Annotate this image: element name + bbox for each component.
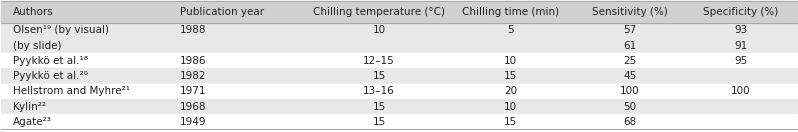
Text: (by slide): (by slide) bbox=[13, 41, 61, 51]
Bar bbox=[2, 23, 796, 38]
Text: Chilling time (min): Chilling time (min) bbox=[462, 7, 559, 17]
Text: Sensitivity (%): Sensitivity (%) bbox=[592, 7, 667, 17]
Text: 1988: 1988 bbox=[180, 25, 206, 35]
Text: 10: 10 bbox=[504, 102, 517, 112]
Text: 15: 15 bbox=[504, 71, 517, 81]
Text: 13–16: 13–16 bbox=[363, 86, 395, 96]
Bar bbox=[2, 99, 796, 114]
Text: 1949: 1949 bbox=[180, 117, 206, 127]
Text: 1982: 1982 bbox=[180, 71, 206, 81]
Text: 10: 10 bbox=[373, 25, 385, 35]
Text: 5: 5 bbox=[507, 25, 514, 35]
Text: 57: 57 bbox=[623, 25, 636, 35]
Text: 45: 45 bbox=[623, 71, 636, 81]
Text: 61: 61 bbox=[623, 41, 636, 51]
Text: Hellstrom and Myhre²¹: Hellstrom and Myhre²¹ bbox=[13, 86, 129, 96]
Text: 12–15: 12–15 bbox=[363, 56, 395, 66]
Text: Authors: Authors bbox=[13, 7, 53, 17]
Text: Chilling temperature (°C): Chilling temperature (°C) bbox=[313, 7, 445, 17]
Bar bbox=[2, 84, 796, 99]
Text: 68: 68 bbox=[623, 117, 636, 127]
Text: Kylin²²: Kylin²² bbox=[13, 102, 45, 112]
Text: 25: 25 bbox=[623, 56, 636, 66]
Text: 1971: 1971 bbox=[180, 86, 206, 96]
Text: 50: 50 bbox=[623, 102, 636, 112]
Text: 1968: 1968 bbox=[180, 102, 206, 112]
Text: Olsen¹⁹ (by visual): Olsen¹⁹ (by visual) bbox=[13, 25, 109, 35]
Text: 15: 15 bbox=[373, 71, 385, 81]
Text: 20: 20 bbox=[504, 86, 517, 96]
Bar bbox=[2, 53, 796, 69]
Text: Pyykkö et al.¹⁸: Pyykkö et al.¹⁸ bbox=[13, 56, 88, 66]
Bar bbox=[2, 38, 796, 53]
Text: Agate²³: Agate²³ bbox=[13, 117, 51, 127]
Bar bbox=[2, 69, 796, 84]
Text: Publication year: Publication year bbox=[180, 7, 263, 17]
Text: 100: 100 bbox=[620, 86, 639, 96]
Text: Specificity (%): Specificity (%) bbox=[703, 7, 779, 17]
Text: 100: 100 bbox=[731, 86, 751, 96]
Text: 10: 10 bbox=[504, 56, 517, 66]
Text: 93: 93 bbox=[734, 25, 748, 35]
Text: Pyykkö et al.²⁰: Pyykkö et al.²⁰ bbox=[13, 71, 88, 81]
Text: 15: 15 bbox=[373, 102, 385, 112]
Text: 15: 15 bbox=[504, 117, 517, 127]
Bar bbox=[2, 1, 796, 23]
Text: 1986: 1986 bbox=[180, 56, 206, 66]
Text: 91: 91 bbox=[734, 41, 748, 51]
Text: 15: 15 bbox=[373, 117, 385, 127]
Text: 95: 95 bbox=[734, 56, 748, 66]
Bar bbox=[2, 114, 796, 129]
